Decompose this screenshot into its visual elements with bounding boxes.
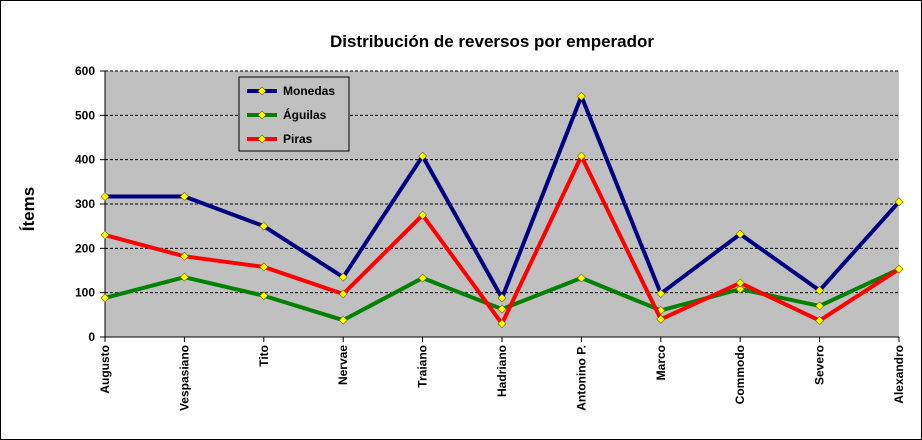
series-monedas [100, 91, 904, 303]
data-point-monedas [656, 289, 666, 298]
data-point-piras [497, 319, 507, 329]
data-point-aguilas [576, 273, 586, 283]
x-tick-label: Alexandro [892, 345, 906, 404]
y-tick-label: 600 [75, 64, 95, 78]
x-tick-label: Marco [654, 345, 668, 380]
data-point-piras [894, 264, 904, 274]
data-point-aguilas [179, 272, 189, 282]
y-tick-labels: 0 100 200 300 400 500 600 [75, 64, 95, 344]
series-lines [100, 91, 904, 329]
data-point-piras [179, 251, 189, 261]
x-tick-label: Commodo [733, 345, 747, 404]
data-point-piras [576, 151, 586, 161]
legend-marker-monedas [257, 86, 267, 96]
data-point-monedas [735, 229, 745, 239]
x-tick-label: Antonino P. [574, 345, 588, 411]
data-point-piras [338, 289, 348, 299]
x-tick-labels: Augusto Vespasiano Tito Nervae Traiano Hadria… [98, 345, 906, 411]
data-point-aguilas [338, 315, 348, 325]
data-point-monedas [894, 197, 904, 207]
data-point-piras [100, 230, 110, 240]
legend-marker-aguilas [257, 110, 267, 120]
data-point-monedas [338, 272, 348, 282]
x-tick-label: Augusto [98, 345, 112, 394]
legend-label-aguilas: Águilas [283, 107, 327, 122]
legend-label-piras: Piras [283, 132, 313, 146]
x-tick-label: Severo [813, 345, 827, 385]
data-point-monedas [179, 192, 189, 201]
data-point-aguilas [815, 301, 825, 311]
data-point-monedas [576, 91, 586, 101]
x-tick-label: Nervae [336, 345, 350, 385]
x-tick-label: Tito [257, 345, 271, 367]
y-tick-label: 500 [75, 108, 95, 122]
y-tick-label: 300 [75, 197, 95, 211]
data-point-aguilas [418, 273, 428, 283]
legend-marker-piras [257, 134, 267, 144]
data-point-piras [656, 314, 666, 324]
data-point-aguilas [100, 293, 110, 303]
data-point-monedas [497, 293, 507, 303]
axes [104, 71, 900, 342]
data-point-piras [815, 316, 825, 326]
y-axis-label: Ítems [19, 187, 38, 231]
data-point-piras [735, 278, 745, 288]
y-tick-label: 400 [75, 153, 95, 167]
y-tick-label: 0 [88, 330, 95, 344]
chart-title: Distribución de reversos por emperador [330, 32, 654, 51]
legend: Monedas Águilas Piras [238, 76, 350, 152]
x-tick-label: Vespasiano [177, 345, 191, 411]
data-point-aguilas [735, 284, 745, 294]
series-piras [100, 151, 904, 329]
data-point-aguilas [259, 291, 269, 301]
data-point-aguilas [497, 304, 507, 314]
y-tick-label: 200 [75, 241, 95, 255]
x-tick-label: Traiano [416, 345, 430, 388]
y-tick-label: 100 [75, 286, 95, 300]
data-point-monedas [418, 151, 428, 161]
data-point-piras [418, 210, 428, 220]
x-tick-label: Hadriano [495, 345, 509, 397]
data-point-monedas [100, 192, 110, 201]
legend-label-monedas: Monedas [283, 84, 335, 98]
data-point-monedas [815, 286, 825, 295]
data-point-monedas [259, 221, 269, 231]
data-point-piras [259, 262, 269, 272]
